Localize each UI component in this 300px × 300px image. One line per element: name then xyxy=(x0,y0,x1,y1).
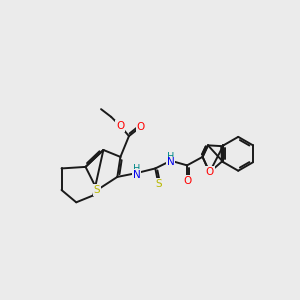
Text: S: S xyxy=(94,185,101,195)
Text: H: H xyxy=(167,152,175,162)
Text: N: N xyxy=(167,157,175,167)
Text: H: H xyxy=(133,164,140,174)
Text: O: O xyxy=(206,167,214,177)
Text: N: N xyxy=(133,169,141,180)
Text: O: O xyxy=(183,176,191,186)
Text: O: O xyxy=(136,122,145,132)
Text: S: S xyxy=(155,179,162,189)
Text: O: O xyxy=(116,121,124,131)
